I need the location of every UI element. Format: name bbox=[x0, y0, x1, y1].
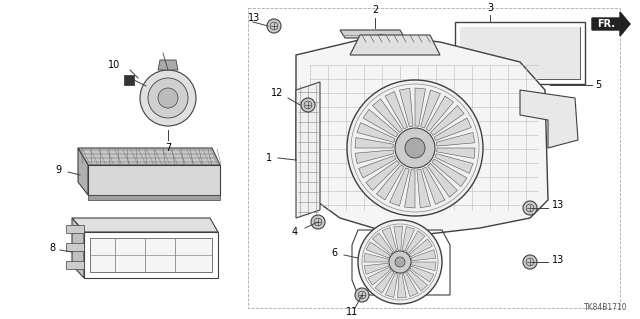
Polygon shape bbox=[404, 170, 415, 208]
Polygon shape bbox=[431, 106, 464, 135]
Text: 3: 3 bbox=[487, 3, 493, 13]
Polygon shape bbox=[409, 239, 433, 257]
Polygon shape bbox=[366, 161, 399, 190]
Polygon shape bbox=[72, 218, 84, 278]
Polygon shape bbox=[88, 165, 220, 195]
Polygon shape bbox=[426, 96, 454, 131]
Circle shape bbox=[395, 128, 435, 168]
Polygon shape bbox=[382, 227, 397, 252]
Polygon shape bbox=[592, 12, 630, 36]
Text: 9: 9 bbox=[56, 165, 62, 175]
Polygon shape bbox=[428, 164, 458, 197]
Polygon shape bbox=[385, 92, 408, 129]
Polygon shape bbox=[296, 35, 548, 235]
Polygon shape bbox=[434, 118, 472, 140]
Polygon shape bbox=[406, 231, 425, 253]
Text: 11: 11 bbox=[346, 307, 358, 317]
Text: 4: 4 bbox=[292, 227, 298, 237]
Polygon shape bbox=[520, 90, 578, 148]
Polygon shape bbox=[90, 238, 212, 272]
Text: 6: 6 bbox=[332, 248, 338, 258]
Polygon shape bbox=[367, 267, 391, 285]
Circle shape bbox=[347, 80, 483, 216]
Polygon shape bbox=[403, 272, 418, 297]
Polygon shape bbox=[372, 233, 393, 254]
Polygon shape bbox=[376, 165, 404, 200]
Polygon shape bbox=[417, 169, 431, 208]
Polygon shape bbox=[364, 253, 388, 262]
Polygon shape bbox=[357, 122, 395, 142]
Polygon shape bbox=[436, 148, 475, 159]
Polygon shape bbox=[158, 60, 178, 70]
Circle shape bbox=[267, 19, 281, 33]
Circle shape bbox=[158, 88, 178, 108]
Text: 8: 8 bbox=[49, 243, 55, 253]
Bar bbox=[460, 27, 580, 79]
Text: 7: 7 bbox=[165, 143, 171, 153]
Circle shape bbox=[355, 288, 369, 302]
Circle shape bbox=[358, 220, 442, 304]
Circle shape bbox=[311, 215, 325, 229]
Text: 10: 10 bbox=[108, 60, 120, 70]
Polygon shape bbox=[372, 99, 403, 132]
Polygon shape bbox=[355, 137, 394, 148]
Polygon shape bbox=[410, 266, 434, 282]
Polygon shape bbox=[375, 271, 394, 293]
Text: 13: 13 bbox=[552, 255, 564, 265]
Polygon shape bbox=[412, 250, 436, 261]
Polygon shape bbox=[402, 226, 415, 251]
Polygon shape bbox=[394, 226, 403, 250]
Circle shape bbox=[395, 257, 405, 267]
Polygon shape bbox=[363, 109, 398, 137]
Polygon shape bbox=[407, 270, 428, 291]
Text: 13: 13 bbox=[248, 13, 260, 23]
Polygon shape bbox=[436, 132, 475, 146]
Polygon shape bbox=[390, 168, 410, 206]
Bar bbox=[66, 243, 84, 251]
Text: 5: 5 bbox=[595, 80, 601, 90]
Circle shape bbox=[148, 78, 188, 118]
Circle shape bbox=[405, 138, 425, 158]
Polygon shape bbox=[364, 263, 388, 274]
Bar bbox=[66, 225, 84, 233]
Circle shape bbox=[389, 251, 411, 273]
Polygon shape bbox=[435, 154, 473, 173]
Polygon shape bbox=[72, 218, 218, 232]
Polygon shape bbox=[296, 82, 320, 218]
Polygon shape bbox=[415, 88, 426, 126]
Text: 12: 12 bbox=[271, 88, 283, 98]
Text: 1: 1 bbox=[266, 153, 272, 163]
Polygon shape bbox=[385, 273, 398, 297]
Circle shape bbox=[523, 201, 537, 215]
Text: 2: 2 bbox=[372, 5, 378, 15]
Polygon shape bbox=[422, 167, 445, 204]
Text: TK84B1710: TK84B1710 bbox=[584, 303, 628, 312]
Polygon shape bbox=[88, 195, 220, 200]
Text: 13: 13 bbox=[552, 200, 564, 210]
Bar bbox=[66, 261, 84, 269]
Polygon shape bbox=[124, 75, 134, 85]
Polygon shape bbox=[432, 159, 467, 187]
Bar bbox=[460, 27, 580, 79]
Polygon shape bbox=[412, 262, 436, 271]
Polygon shape bbox=[420, 90, 440, 128]
Polygon shape bbox=[350, 35, 440, 55]
Circle shape bbox=[523, 255, 537, 269]
Polygon shape bbox=[78, 148, 88, 195]
Circle shape bbox=[140, 70, 196, 126]
Polygon shape bbox=[366, 242, 390, 258]
Polygon shape bbox=[358, 156, 396, 178]
Polygon shape bbox=[397, 274, 406, 298]
Bar bbox=[455, 22, 585, 84]
Polygon shape bbox=[78, 148, 220, 165]
Text: FR.: FR. bbox=[597, 19, 615, 29]
Polygon shape bbox=[355, 150, 394, 164]
Polygon shape bbox=[340, 30, 405, 38]
Circle shape bbox=[301, 98, 315, 112]
Polygon shape bbox=[399, 88, 413, 127]
